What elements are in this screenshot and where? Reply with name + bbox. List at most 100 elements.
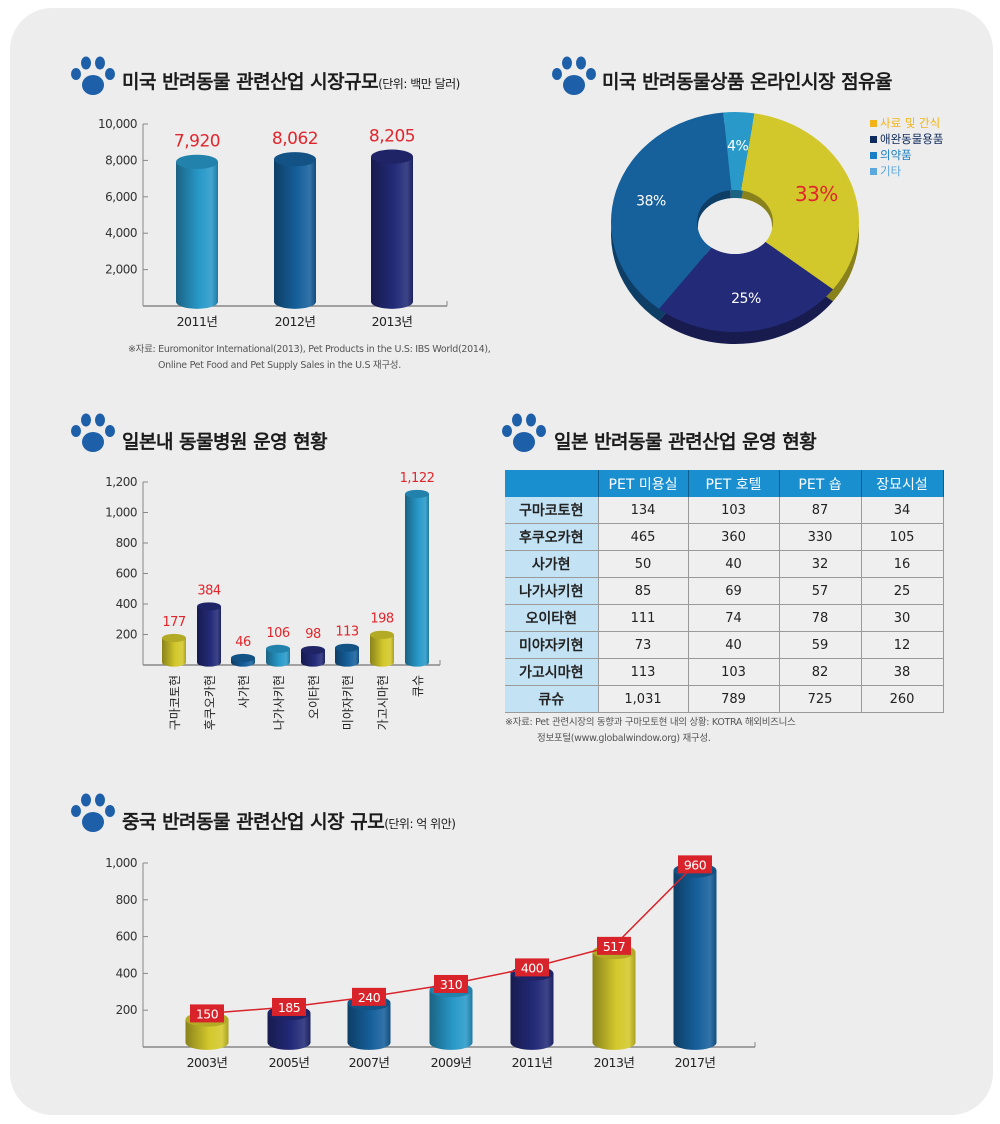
table-cell: 82 [779,658,862,686]
data-label-box [434,974,468,993]
x-tick-label: 2007년 [349,1055,390,1070]
bar-top [176,154,218,169]
y-tick-label: 1,000 [105,856,137,870]
table-row: 미야자키현 73 40 59 12 [505,631,944,659]
table-cell: 30 [861,604,944,632]
table-cell: 38 [861,658,944,686]
data-label-box [678,855,712,874]
bar [266,644,290,667]
bar-body [335,647,359,663]
table-cell: 34 [861,497,944,524]
y-tick-label: 10,000 [98,117,137,131]
table-cell: 360 [688,523,780,551]
legend-label: 사료 및 간식 [880,116,941,130]
table-cell: 103 [688,658,780,686]
paw-icon [502,413,546,452]
x-tick-label: 2011년 [512,1055,553,1070]
bar-body [510,973,554,1043]
data-label: 8,062 [272,129,318,149]
table-cell: 25 [861,577,944,605]
jp-industry-table: PET 미용실 PET 호텔 PET 숍 장묘시설 구마코토현 134 103 87 34 후쿠… [505,470,944,713]
x-tick-label: 오이타현 [307,675,321,719]
data-label: 384 [197,583,221,598]
bar-body [673,870,717,1043]
data-label-box [352,987,386,1006]
column-header: PET 미용실 [598,470,689,497]
table-cell: 40 [688,550,780,578]
bar-body [370,634,394,663]
table-cell: 32 [779,550,862,578]
row-header: 큐슈 [505,685,599,713]
legend-item: 의약품 [870,147,943,163]
table-cell: 57 [779,577,862,605]
row-header: 사가현 [505,550,599,578]
y-tick-label: 600 [116,930,137,944]
us-market-title: 미국 반려동물 관련산업 시장규모(단위: 백만 달러) [122,71,460,93]
x-tick-label: 2013년 [372,314,413,329]
table-row: 나가사키현 85 69 57 25 [505,577,944,605]
table-cell: 16 [861,550,944,578]
table-cell: 85 [598,577,689,605]
y-tick-label: 400 [116,597,137,611]
table-cell: 73 [598,631,689,659]
donut-slice [610,112,732,309]
data-label-box [190,1004,224,1023]
bar-top [371,149,413,164]
bar-top [162,633,186,643]
table-cell: 78 [779,604,862,632]
column-header: PET 호텔 [688,470,780,497]
x-tick-label: 2009년 [431,1055,472,1070]
column-header: 장묘시설 [861,470,944,497]
y-tick-label: 6,000 [105,190,137,204]
bar-top [335,643,359,652]
y-tick-label: 800 [116,536,137,550]
table-cell: 134 [598,497,689,524]
table-cell: 87 [779,497,862,524]
bar-top [266,644,290,653]
table-row: 사가현 50 40 32 16 [505,550,944,578]
bar [592,944,636,1050]
column-header [505,470,599,497]
table-cell: 465 [598,523,689,551]
table-row: 오이타현 111 74 78 30 [505,604,944,632]
bar [405,489,429,667]
bar-body [371,156,413,302]
bar-body [429,989,473,1043]
paw-icon [71,56,115,95]
data-label-box [515,958,549,977]
row-header: 나가사키현 [505,577,599,605]
data-label-box [272,997,306,1016]
unit-label: (단위: 억 위안) [384,817,456,831]
data-label: 8,205 [369,127,415,147]
bar-body [197,606,221,663]
legend-item: 애완동물용품 [870,131,943,147]
jp-industry-title: 일본 반려동물 관련산업 운영 현황 [554,431,817,453]
table-cell: 330 [779,523,862,551]
jp-industry-footnote: 정보포털(www.globalwindow.org) 재구성. [537,733,711,744]
bar [301,645,325,667]
data-label: 150 [196,1006,219,1021]
bar-body [592,951,636,1043]
data-label: 310 [440,977,463,992]
data-label: 1,122 [400,471,435,486]
donut-hole [698,198,772,254]
bar-body [162,638,186,663]
bar [673,863,717,1050]
x-tick-label: 2012년 [275,314,316,329]
data-label: 960 [684,857,707,872]
data-label: 517 [603,939,625,954]
row-header: 가고시마현 [505,658,599,686]
donut-slice [723,112,755,191]
data-label: 46 [235,635,251,650]
x-tick-label: 나가사키현 [272,675,286,730]
paw-icon [71,793,115,832]
x-tick-label: 2005년 [269,1055,310,1070]
jp-hospital-title: 일본내 동물병원 운영 현황 [122,431,328,453]
paw-icon [71,413,115,452]
bar [176,154,218,309]
pie-legend: 사료 및 간식 애완동물용품 의약품 기타 [870,115,943,179]
data-label: 7,920 [174,132,220,152]
y-tick-label: 200 [116,1003,137,1017]
table-cell: 725 [779,685,862,713]
row-header: 구마코토현 [505,497,599,524]
